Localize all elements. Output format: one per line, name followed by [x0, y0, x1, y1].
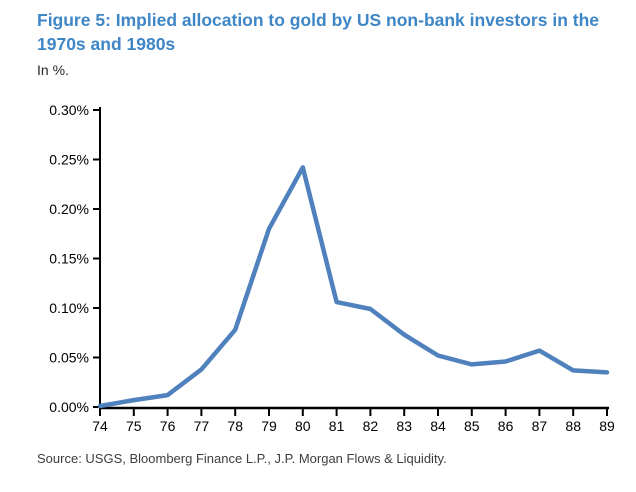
y-axis-tick-label: 0.05% [49, 350, 89, 366]
x-axis-tick-label: 82 [363, 418, 379, 434]
x-axis-tick-label: 85 [464, 418, 480, 434]
x-axis-tick-label: 84 [430, 418, 446, 434]
figure-units-label: In %. [37, 62, 69, 78]
x-axis-tick-label: 81 [329, 418, 345, 434]
x-axis-tick-label: 75 [126, 418, 142, 434]
x-axis-tick-label: 77 [194, 418, 210, 434]
y-axis-tick-label: 0.10% [49, 300, 89, 316]
y-axis-tick-label: 0.30% [49, 102, 89, 118]
x-axis-tick-label: 80 [295, 418, 311, 434]
x-axis-tick-label: 86 [498, 418, 514, 434]
x-axis-tick-label: 78 [227, 418, 243, 434]
figure-title: Figure 5: Implied allocation to gold by … [37, 10, 599, 54]
x-axis-tick-label: 74 [92, 418, 108, 434]
allocation-line-series [97, 165, 610, 409]
x-axis-tick-label: 88 [565, 418, 581, 434]
x-axis-tick-label: 83 [396, 418, 412, 434]
y-axis-tick-label: 0.15% [49, 251, 89, 267]
x-axis-tick-label: 87 [532, 418, 548, 434]
y-axis-tick-label: 0.00% [49, 399, 89, 415]
x-axis-tick-label: 89 [599, 418, 615, 434]
figure-source: Source: USGS, Bloomberg Finance L.P., J.… [37, 451, 447, 466]
y-axis-tick-label: 0.20% [49, 201, 89, 217]
x-axis-tick-label: 79 [261, 418, 277, 434]
y-axis-tick-label: 0.25% [49, 152, 89, 168]
x-axis-tick-label: 76 [160, 418, 176, 434]
